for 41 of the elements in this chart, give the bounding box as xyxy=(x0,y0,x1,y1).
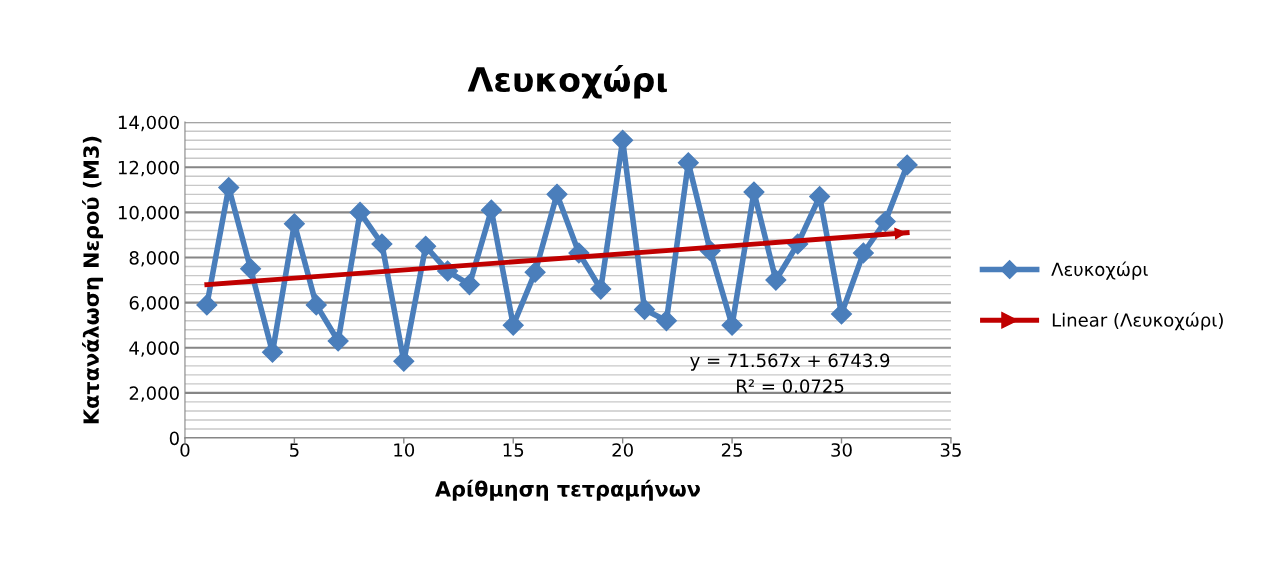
y-tick-label: 0 xyxy=(169,431,179,446)
point xyxy=(240,258,262,280)
point xyxy=(896,154,918,176)
point xyxy=(371,233,393,255)
point xyxy=(415,235,437,257)
point xyxy=(327,330,349,352)
point xyxy=(546,183,568,205)
point xyxy=(612,129,634,151)
point xyxy=(852,242,874,264)
y-axis-title: Κατανάλωση Νερού (Μ3) xyxy=(82,136,104,424)
point xyxy=(655,310,677,332)
point xyxy=(458,274,480,296)
annotation: y = 71.567x + 6743.9 R² = 0.0725 xyxy=(690,353,890,393)
y-tick-label: 12,000 xyxy=(118,160,179,177)
y-tick-label: 2,000 xyxy=(129,386,179,402)
point xyxy=(809,186,831,208)
point xyxy=(874,210,896,232)
legend-label: Linear (Λευκοχώρι) xyxy=(1052,312,1223,331)
point xyxy=(765,269,787,291)
x-tick-label: 5 xyxy=(290,443,299,457)
point xyxy=(196,294,218,316)
point xyxy=(590,278,612,300)
x-tick-label: 20 xyxy=(612,443,633,457)
y-tick-label: 8,000 xyxy=(129,250,179,267)
x-tick-label: 35 xyxy=(940,443,961,457)
x-tick-label: 10 xyxy=(394,443,415,457)
y-tick-label: 4,000 xyxy=(129,341,179,357)
y-tick-label: 14,000 xyxy=(118,115,179,132)
x-tick-label: 30 xyxy=(831,443,852,457)
y-tick-label: 10,000 xyxy=(118,205,179,222)
point xyxy=(349,201,371,223)
x-tick-label: 15 xyxy=(503,443,524,457)
legend-label: Λευκοχώρι xyxy=(1051,261,1148,280)
y-tick-label: 6,000 xyxy=(129,296,179,312)
x-tick-label: 25 xyxy=(721,443,742,457)
chart-title: Λευκοχώρι xyxy=(467,64,667,99)
x-axis-title: Αρίθμηση τετραμήνων xyxy=(435,479,700,501)
point xyxy=(305,294,327,316)
point xyxy=(524,261,546,283)
x-tick-label: 0 xyxy=(180,443,190,457)
point xyxy=(634,298,656,320)
